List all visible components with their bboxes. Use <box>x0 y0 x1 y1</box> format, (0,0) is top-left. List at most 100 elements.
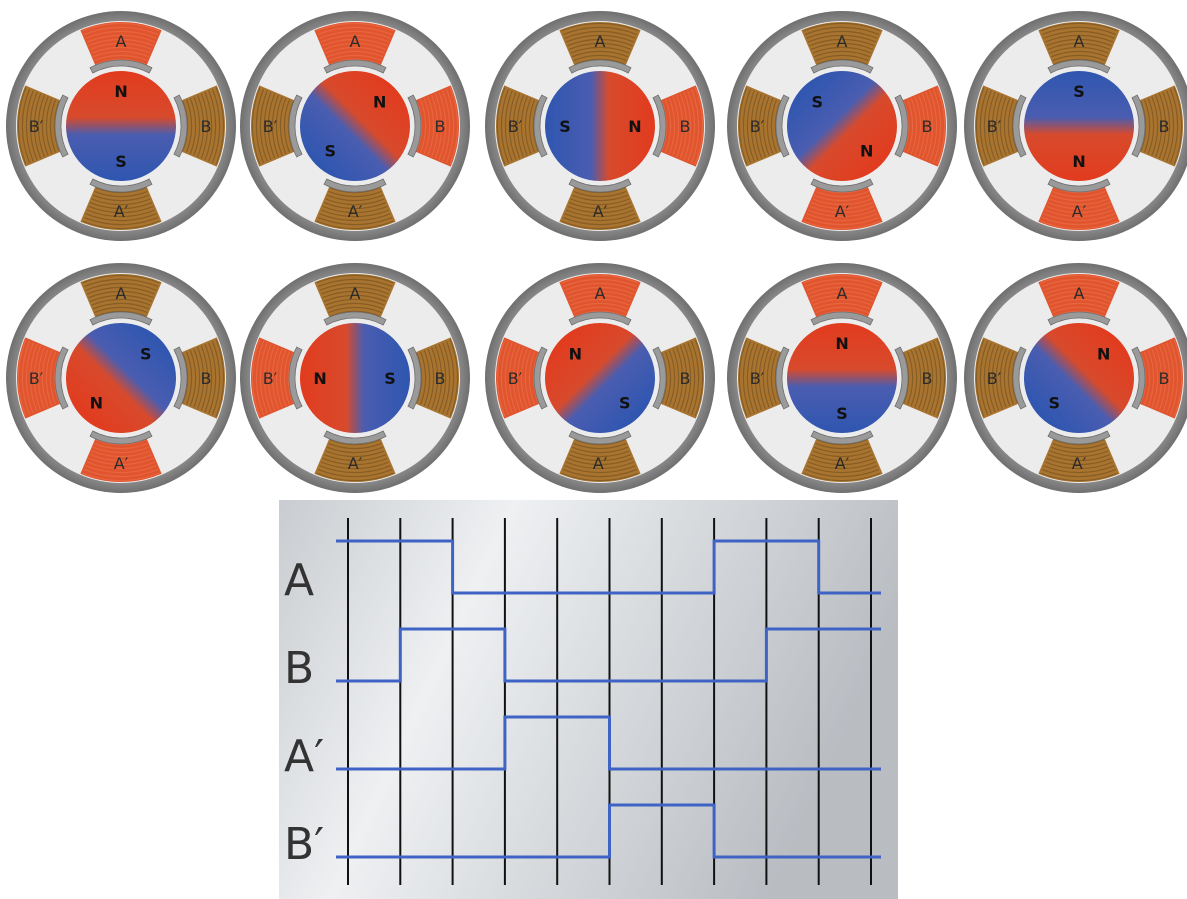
phase-label: A <box>284 555 314 606</box>
rotor-north-label: N <box>569 344 582 363</box>
coil-b <box>407 85 459 167</box>
coil-a <box>559 274 641 326</box>
coil-a <box>1038 274 1120 326</box>
rotor <box>300 323 410 433</box>
coil-b <box>894 85 946 167</box>
coil-a <box>80 274 162 326</box>
coil-label: A <box>350 284 361 303</box>
rotor-north-label: N <box>860 142 873 161</box>
coil-a <box>801 274 883 326</box>
rotor-north-label: N <box>1097 344 1110 363</box>
phase-label: B′ <box>284 819 324 870</box>
coil-label: B′ <box>263 369 278 388</box>
timing-diagram: AB A′ B′ <box>279 500 898 899</box>
coil-label: A <box>1074 284 1085 303</box>
rotor <box>545 323 655 433</box>
rotor <box>545 71 655 181</box>
coil-b <box>652 337 704 419</box>
coil-a-prime <box>801 178 883 230</box>
coil-label: A <box>350 32 361 51</box>
rotor-south-label: S <box>619 394 631 413</box>
coil-b <box>894 337 946 419</box>
coil-label: B <box>435 117 446 136</box>
rotor-south-label: S <box>559 117 571 136</box>
coil-a-prime <box>801 430 883 482</box>
motor-step-9: A B A′ B′ N S <box>727 263 957 493</box>
coil-a-prime <box>80 178 162 230</box>
rotor <box>66 71 176 181</box>
coil-b-prime <box>738 85 790 167</box>
rotor-north-label: N <box>628 117 641 136</box>
coil-label: B <box>680 369 691 388</box>
coil-label: B′ <box>29 117 44 136</box>
coil-b-prime <box>16 337 69 419</box>
coil-label: A′ <box>1072 202 1087 221</box>
coil-label: A′ <box>348 202 363 221</box>
coil-b <box>1131 337 1183 419</box>
rotor-south-label: S <box>1073 82 1085 101</box>
coil-label: A′ <box>114 202 129 221</box>
rotor <box>1024 323 1134 433</box>
rotor-north-label: N <box>835 334 848 353</box>
rotor-north-label: N <box>313 369 326 388</box>
rotor-south-label: S <box>836 404 848 423</box>
coil-label: A′ <box>835 202 850 221</box>
rotor-south-label: S <box>140 344 152 363</box>
coil-label: B <box>435 369 446 388</box>
motor-step-2: A B A′ B′ N S <box>240 11 470 241</box>
rotor <box>300 71 410 181</box>
motor-step-6: A B A′ B′ N S <box>6 263 236 493</box>
coil-b <box>407 337 459 419</box>
coil-label: A <box>116 32 127 51</box>
rotor-south-label: S <box>324 142 336 161</box>
coil-label: B <box>1159 117 1170 136</box>
coil-label: A′ <box>593 454 608 473</box>
coil-b-prime <box>251 337 303 419</box>
coil-a <box>80 22 162 74</box>
coil-b <box>652 85 704 167</box>
coil-label: B′ <box>29 369 44 388</box>
coil-label: B′ <box>508 369 523 388</box>
motor-step-4: A B A′ B′ N S <box>727 11 957 241</box>
coil-a-prime <box>1038 430 1120 482</box>
coil-a-prime <box>80 430 162 482</box>
phase-label: B <box>284 643 314 694</box>
coil-b <box>1131 85 1183 167</box>
coil-label: B′ <box>750 369 765 388</box>
coil-label: A <box>837 284 848 303</box>
rotor <box>66 323 176 433</box>
coil-label: B <box>922 369 933 388</box>
coil-label: A <box>595 284 606 303</box>
rotor-south-label: S <box>384 369 396 388</box>
coil-label: A <box>1074 32 1085 51</box>
coil-b <box>173 337 225 419</box>
coil-a-prime <box>314 178 396 230</box>
rotor <box>787 71 897 181</box>
coil-b-prime <box>975 85 1027 167</box>
coil-label: A <box>837 32 848 51</box>
rotor-south-label: S <box>115 152 127 171</box>
rotor-north-label: N <box>373 92 386 111</box>
coil-b-prime <box>738 337 790 419</box>
coil-a <box>1038 22 1120 74</box>
motor-step-5: A B A′ B′ N S <box>964 11 1187 241</box>
coil-a <box>801 22 883 74</box>
phase-waveform <box>336 627 881 683</box>
motor-step-1: A B A′ B′ N S <box>6 11 236 241</box>
coil-a <box>314 22 396 74</box>
coil-label: B′ <box>263 117 278 136</box>
coil-label: B′ <box>508 117 523 136</box>
motor-step-8: A B A′ B′ N S <box>485 263 715 493</box>
rotor <box>1024 71 1134 181</box>
rotor-north-label: N <box>1072 152 1085 171</box>
coil-b <box>173 85 225 167</box>
rotor-north-label: N <box>114 82 127 101</box>
coil-b-prime <box>496 337 548 419</box>
coil-a-prime <box>559 178 641 230</box>
phase-waveform <box>336 539 881 595</box>
coil-label: B′ <box>987 117 1002 136</box>
coil-label: A′ <box>1072 454 1087 473</box>
phase-waveform <box>336 803 881 859</box>
coil-b-prime <box>251 85 303 167</box>
